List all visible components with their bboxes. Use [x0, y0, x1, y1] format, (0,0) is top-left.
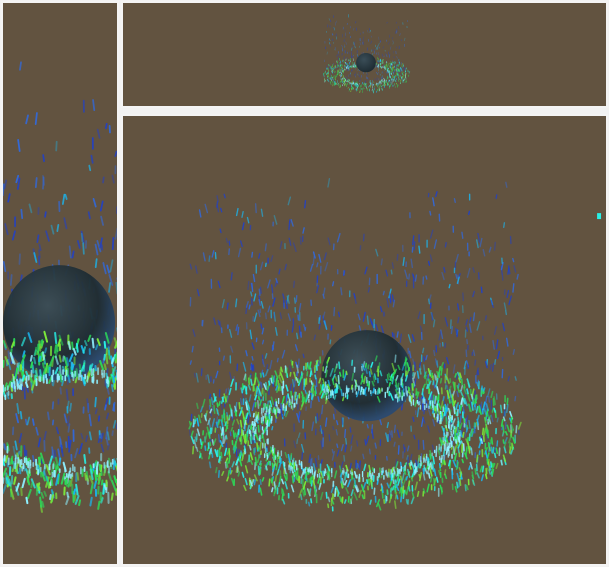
- sphere-icon: [356, 53, 376, 73]
- main-viewport[interactable]: [121, 114, 608, 566]
- top-scene: [322, 14, 411, 94]
- particle-effect-icon: [3, 61, 117, 465]
- left-side-viewport[interactable]: [1, 1, 119, 566]
- sphere-icon: [3, 265, 116, 381]
- particle-effect-icon: [188, 178, 520, 470]
- edge-particle: [597, 213, 602, 220]
- main-scene: [188, 178, 602, 512]
- top-thumbnail-viewport[interactable]: [121, 1, 608, 108]
- left-scene: [3, 61, 117, 513]
